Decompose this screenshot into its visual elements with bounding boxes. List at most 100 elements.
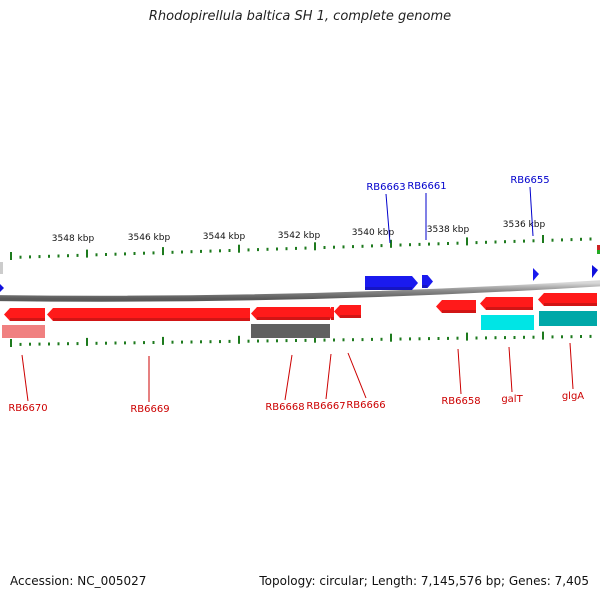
right-edge-marker-green: [597, 250, 600, 254]
tick-mark-upper: [532, 239, 535, 243]
tick-mark-upper: [247, 248, 250, 252]
right-edge-arrow: [592, 265, 598, 278]
tick-mark-lower: [295, 339, 297, 342]
tick-mark-lower: [29, 342, 31, 346]
tick-mark-lower: [219, 340, 221, 344]
tick-mark-upper: [504, 240, 506, 244]
tick-mark-lower: [513, 336, 516, 339]
tick-mark-upper: [314, 242, 316, 251]
tick-mark-upper: [67, 254, 69, 258]
tick-mark-upper: [542, 235, 544, 243]
gene-RB6666: [334, 305, 361, 318]
tick-mark-lower: [437, 337, 440, 340]
left-edge-arrow: [0, 284, 4, 292]
tick-mark-upper: [190, 250, 193, 254]
tick-mark-upper: [561, 238, 563, 242]
tick-mark-upper: [380, 244, 383, 248]
tick-mark-lower: [257, 339, 259, 343]
gene-RB6669: [47, 308, 250, 321]
tick-mark-lower: [238, 335, 240, 344]
gene-RB6667: [328, 307, 334, 320]
tick-mark-lower: [133, 341, 136, 345]
tick-mark-upper: [551, 238, 554, 242]
tick-mark-lower: [114, 341, 117, 345]
tick-mark-lower: [475, 336, 478, 340]
tick-mark-lower: [494, 336, 497, 340]
tick-mark-upper: [257, 248, 259, 252]
tick-mark-lower: [276, 339, 278, 343]
tick-mark-lower: [10, 339, 12, 347]
tick-mark-lower: [152, 341, 155, 344]
tick-mark-upper: [200, 249, 202, 253]
gene-RB6661: [422, 275, 433, 288]
tick-mark-upper: [475, 241, 478, 245]
tick-mark-upper: [361, 244, 364, 248]
tick-mark-lower: [399, 337, 402, 341]
tick-mark-upper: [133, 252, 136, 255]
gene-label-RB6663: RB6663: [366, 182, 405, 193]
tick-mark-upper: [352, 245, 354, 249]
tick-mark-upper: [418, 242, 421, 246]
tick-mark-upper: [323, 246, 326, 249]
tick-mark-lower: [105, 341, 107, 345]
tick-mark-upper: [86, 249, 88, 258]
tick-mark-upper: [409, 243, 411, 247]
leader-line: [284, 354, 293, 401]
leader-line: [457, 348, 462, 395]
tick-mark-lower: [380, 337, 383, 341]
tick-mark-lower: [228, 339, 231, 343]
tick-mark-upper: [219, 249, 221, 253]
tick-mark-lower: [190, 340, 193, 344]
kbp-label: 3548 kbp: [52, 234, 95, 244]
tick-mark-lower: [200, 340, 202, 344]
tick-row-lower: [10, 331, 592, 347]
tick-mark-lower: [418, 337, 421, 341]
tick-mark-lower: [456, 336, 459, 340]
tick-mark-lower: [95, 341, 98, 345]
kbp-labels: 3548 kbp 3546 kbp 3544 kbp 3542 kbp 3540 kbp…: [52, 220, 546, 244]
gene-galT: [480, 297, 533, 310]
tick-mark-lower: [580, 335, 582, 338]
tick-mark-upper: [143, 251, 145, 255]
kbp-label: 3540 kbp: [352, 228, 395, 238]
tick-mark-upper: [466, 237, 468, 246]
tick-mark-lower: [523, 335, 525, 339]
tick-mark-lower: [589, 334, 592, 338]
tick-mark-lower: [247, 339, 250, 343]
tick-mark-lower: [124, 341, 126, 345]
leader-line: [508, 346, 513, 393]
edge-markers: [0, 245, 600, 292]
leader-line: [569, 342, 574, 390]
tick-mark-upper: [428, 242, 430, 246]
tick-mark-upper: [152, 251, 155, 255]
tick-mark-upper: [266, 247, 269, 251]
tick-mark-lower: [181, 340, 183, 344]
gene-RB6655: [533, 268, 539, 281]
tick-mark-lower: [86, 337, 88, 346]
tick-mark-lower: [333, 338, 335, 342]
leader-line: [385, 193, 391, 244]
tick-mark-lower: [561, 335, 563, 339]
tick-mark-lower: [428, 337, 430, 341]
tick-mark-lower: [171, 340, 174, 344]
gene-label-glgA: glgA: [562, 391, 584, 402]
gene-label-RB6667: RB6667: [306, 401, 345, 412]
kbp-label: 3542 kbp: [278, 231, 321, 241]
tick-mark-upper: [171, 250, 174, 254]
leader-line: [347, 352, 367, 399]
gene-label-RB6670: RB6670: [8, 403, 47, 414]
tick-mark-lower: [323, 338, 326, 342]
feature-glgA-secondary: [539, 311, 597, 326]
tick-mark-lower: [352, 338, 354, 342]
tick-mark-lower: [371, 337, 373, 341]
tick-mark-upper: [333, 245, 335, 249]
tick-mark-upper: [105, 253, 107, 256]
leader-line: [529, 186, 534, 237]
tick-mark-upper: [371, 244, 373, 248]
tick-mark-upper: [513, 239, 516, 243]
tick-mark-upper: [390, 239, 392, 248]
map-title: Rhodopirellula baltica SH 1, complete ge…: [148, 9, 452, 24]
tick-mark-upper: [437, 242, 440, 246]
tick-row-upper: [10, 235, 592, 260]
